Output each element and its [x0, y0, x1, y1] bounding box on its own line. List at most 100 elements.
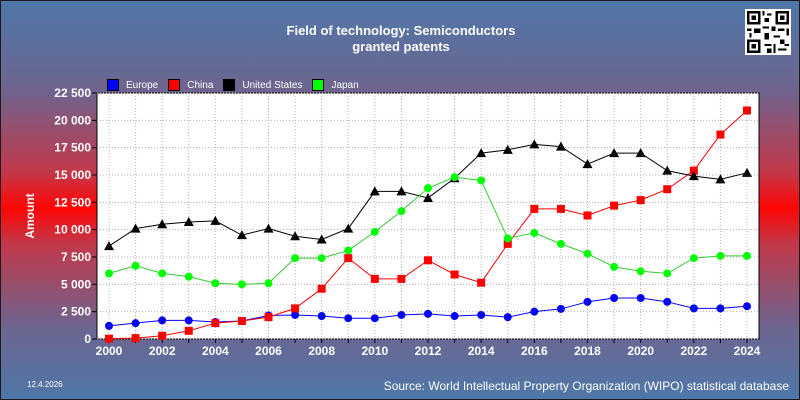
- data-point: [130, 223, 141, 233]
- data-point: [716, 130, 725, 139]
- data-point: [291, 304, 300, 313]
- data-point: [689, 166, 698, 175]
- data-point: [211, 319, 220, 328]
- data-point: [105, 334, 113, 343]
- y-tick-label: 17 500: [54, 141, 91, 155]
- data-point: [237, 280, 246, 289]
- y-tick-label: 7 500: [61, 250, 91, 264]
- data-point: [583, 297, 592, 306]
- legend-label: United States: [242, 79, 303, 91]
- data-point: [530, 307, 539, 316]
- data-point: [211, 279, 220, 288]
- x-tick-label: 2010: [361, 344, 388, 358]
- qr-code-icon[interactable]: [745, 9, 791, 55]
- data-point: [503, 313, 512, 322]
- data-point: [450, 270, 459, 279]
- x-tick-label: 2018: [574, 344, 601, 358]
- x-tick-label: 2022: [680, 344, 707, 358]
- legend-item-china: China: [168, 79, 213, 91]
- data-point: [424, 309, 432, 318]
- x-tick-label: 2012: [415, 344, 442, 358]
- data-point: [423, 192, 433, 202]
- data-point: [236, 230, 247, 240]
- data-point: [237, 316, 246, 325]
- data-point: [476, 148, 487, 158]
- data-point: [263, 223, 274, 233]
- legend-swatch: [223, 79, 236, 91]
- data-point: [688, 171, 699, 181]
- data-point: [689, 254, 698, 263]
- y-tick-label: 12 500: [54, 195, 91, 209]
- data-point: [663, 297, 672, 306]
- x-tick-label: 2006: [255, 344, 282, 358]
- data-point: [450, 173, 459, 182]
- y-tick-label: 5 000: [61, 277, 91, 291]
- legend-item-united-states: United States: [223, 79, 302, 91]
- data-point: [131, 319, 140, 328]
- legend-item-europe: Europe: [107, 79, 158, 91]
- chart-legend: Europe China United States Japan: [107, 79, 369, 91]
- data-point: [477, 310, 486, 319]
- data-point: [610, 294, 619, 302]
- data-point: [742, 167, 752, 177]
- data-point: [743, 106, 751, 115]
- y-tick-label: 15 000: [54, 168, 91, 182]
- data-point: [663, 269, 672, 278]
- legend-label: China: [187, 79, 214, 91]
- data-point: [317, 284, 326, 293]
- data-point: [743, 302, 751, 311]
- legend-label: Japan: [331, 79, 359, 91]
- source-credit: Source: World Intellectual Property Orga…: [383, 379, 789, 393]
- data-point: [184, 272, 193, 281]
- series-japan: [105, 173, 751, 289]
- data-point: [397, 310, 406, 319]
- data-point: [529, 139, 540, 149]
- data-point: [716, 304, 725, 313]
- chart-subtitle: granted patents: [352, 39, 450, 54]
- data-point: [210, 215, 221, 225]
- data-point: [636, 267, 645, 276]
- data-point: [343, 223, 354, 233]
- data-point: [369, 186, 380, 196]
- series-china: [105, 106, 751, 343]
- data-point: [555, 141, 566, 151]
- data-point: [556, 204, 565, 213]
- x-tick-label: 2016: [521, 344, 548, 358]
- data-point: [663, 185, 672, 194]
- data-point: [636, 294, 645, 302]
- data-point: [131, 261, 140, 270]
- data-point: [450, 312, 459, 321]
- data-point: [503, 239, 512, 248]
- data-point: [530, 204, 539, 213]
- data-point: [477, 176, 486, 185]
- legend-item-japan: Japan: [312, 79, 359, 91]
- data-point: [105, 269, 113, 278]
- y-tick-label: 2 500: [61, 305, 91, 319]
- legend-label: Europe: [126, 79, 159, 91]
- data-point: [344, 246, 353, 255]
- data-point: [370, 227, 379, 236]
- data-point: [184, 316, 193, 325]
- x-tick-label: 2002: [149, 344, 176, 358]
- x-tick-label: 2020: [627, 344, 654, 358]
- data-point: [264, 279, 273, 288]
- legend-swatch: [107, 79, 119, 91]
- data-point: [689, 304, 698, 313]
- data-point: [556, 239, 565, 248]
- data-point: [317, 254, 326, 263]
- data-point: [610, 262, 619, 271]
- y-tick-label: 10 000: [54, 223, 91, 237]
- data-point: [715, 174, 726, 184]
- data-point: [317, 312, 326, 321]
- data-point: [502, 144, 513, 154]
- data-point: [583, 249, 592, 258]
- data-point: [316, 234, 327, 244]
- date-stamp: 12.4.2026: [27, 380, 63, 389]
- data-point: [290, 231, 301, 241]
- data-point: [716, 251, 725, 260]
- data-point: [397, 207, 406, 216]
- data-point: [291, 254, 300, 263]
- data-point: [556, 304, 565, 313]
- data-point: [424, 256, 432, 265]
